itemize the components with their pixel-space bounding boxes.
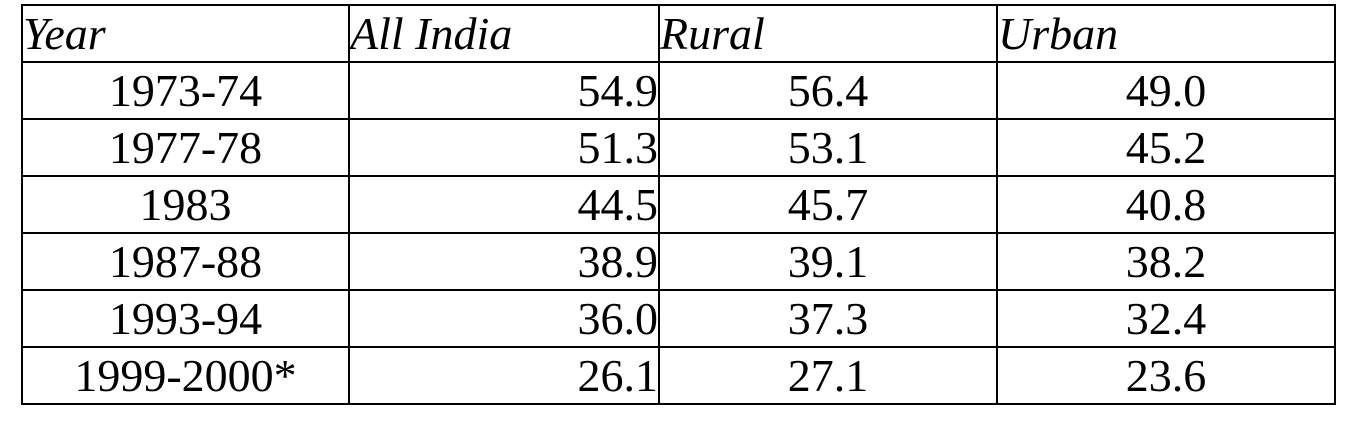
cell-urban: 49.0 xyxy=(996,61,1336,120)
header-urban: Urban xyxy=(996,4,1336,63)
cell-year: 1983 xyxy=(21,175,350,234)
cell-year: 1977-78 xyxy=(21,118,350,177)
header-all-india: All India xyxy=(348,4,660,63)
cell-all-india: 51.3 xyxy=(348,118,660,177)
cell-rural: 39.1 xyxy=(658,232,998,291)
cell-urban: 40.8 xyxy=(996,175,1336,234)
cell-year: 1987-88 xyxy=(21,232,350,291)
table-row: 1973-74 54.9 56.4 49.0 xyxy=(21,61,1336,120)
cell-year: 1999-2000* xyxy=(21,346,350,405)
table-row: 1993-94 36.0 37.3 32.4 xyxy=(21,289,1336,348)
poverty-ratio-table: Year All India Rural Urban 1973-74 54.9 … xyxy=(21,4,1336,405)
table-row: 1977-78 51.3 53.1 45.2 xyxy=(21,118,1336,177)
cell-rural: 53.1 xyxy=(658,118,998,177)
cell-urban: 45.2 xyxy=(996,118,1336,177)
cell-rural: 56.4 xyxy=(658,61,998,120)
cell-rural: 27.1 xyxy=(658,346,998,405)
cell-urban: 38.2 xyxy=(996,232,1336,291)
table-row: 1983 44.5 45.7 40.8 xyxy=(21,175,1336,234)
cell-rural: 37.3 xyxy=(658,289,998,348)
header-rural: Rural xyxy=(658,4,998,63)
cell-all-india: 54.9 xyxy=(348,61,660,120)
cell-urban: 23.6 xyxy=(996,346,1336,405)
cell-rural: 45.7 xyxy=(658,175,998,234)
cell-year: 1993-94 xyxy=(21,289,350,348)
table-header-row: Year All India Rural Urban xyxy=(21,4,1336,63)
cell-year: 1973-74 xyxy=(21,61,350,120)
header-year: Year xyxy=(21,4,350,63)
cell-all-india: 36.0 xyxy=(348,289,660,348)
cell-all-india: 44.5 xyxy=(348,175,660,234)
cell-all-india: 26.1 xyxy=(348,346,660,405)
cell-all-india: 38.9 xyxy=(348,232,660,291)
cell-urban: 32.4 xyxy=(996,289,1336,348)
table-row: 1999-2000* 26.1 27.1 23.6 xyxy=(21,346,1336,405)
table-row: 1987-88 38.9 39.1 38.2 xyxy=(21,232,1336,291)
